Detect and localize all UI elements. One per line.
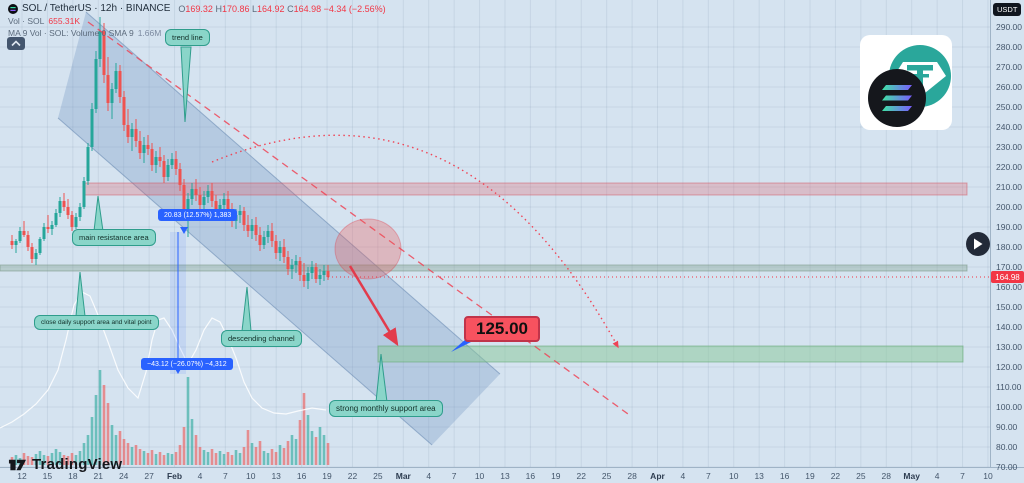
price-tick-label: 270.00 — [996, 62, 1022, 72]
time-tick-label: 15 — [42, 471, 53, 481]
price-range-label-down[interactable]: −43.12 (−26.07%) −4,312 — [141, 358, 233, 370]
time-tick-label: 12 — [17, 471, 27, 481]
time-tick-label: 13 — [500, 471, 510, 481]
tradingview-logo-icon — [8, 459, 27, 471]
open-value: 169.32 — [185, 3, 213, 14]
callout-close-daily-support[interactable]: close daily support area and vital point — [34, 315, 159, 330]
callout-descending-channel[interactable]: descending channel — [221, 330, 302, 347]
price-tick-label: 150.00 — [996, 302, 1022, 312]
price-tick-label: 180.00 — [996, 242, 1022, 252]
price-tick-label: 110.00 — [996, 382, 1022, 392]
time-tick-label: 19 — [322, 471, 332, 481]
time-tick-label: 22 — [347, 471, 358, 481]
time-tick-label: 4 — [680, 471, 686, 481]
time-tick-label: 18 — [68, 471, 78, 481]
time-tick-label: 4 — [197, 471, 203, 481]
time-tick-label: 13 — [754, 471, 764, 481]
callout-main-resistance-area[interactable]: main resistance area — [72, 229, 156, 246]
play-icon — [974, 238, 983, 250]
time-tick-label: 16 — [779, 471, 790, 481]
time-tick-label: 19 — [805, 471, 815, 481]
time-tick-label: 21 — [93, 471, 103, 481]
price-tick-label: 240.00 — [996, 122, 1022, 132]
volume-indicator-label[interactable]: Vol · SOL — [8, 16, 45, 26]
time-tick-label: 19 — [551, 471, 561, 481]
time-tick-label: 22 — [830, 471, 841, 481]
time-tick-label: 24 — [118, 471, 129, 481]
sol-usdt-logo-card — [860, 35, 952, 130]
time-tick-label: 4 — [426, 471, 432, 481]
price-tick-label: 100.00 — [996, 402, 1022, 412]
price-tick-label: 70.00 — [996, 462, 1018, 472]
time-tick-label: 16 — [525, 471, 536, 481]
time-tick-label: 28 — [881, 471, 891, 481]
price-tick-label: 90.00 — [996, 422, 1018, 432]
price-tick-label: 200.00 — [996, 202, 1022, 212]
chart-legend: SOL / TetherUS · 12h · BINANCE O169.32 H… — [8, 3, 386, 38]
ma-value: 1.66M — [137, 28, 162, 38]
chart-canvas[interactable] — [0, 0, 990, 467]
time-tick-label: 7 — [451, 471, 457, 481]
time-tick-label: May — [903, 471, 920, 481]
price-tick-label: 140.00 — [996, 322, 1022, 332]
symbol-title[interactable]: SOL / TetherUS · 12h · BINANCE — [22, 3, 171, 14]
time-tick-label: 25 — [601, 471, 612, 481]
price-tick-label: 290.00 — [996, 22, 1022, 32]
price-axis[interactable]: USDT 290.00 280.00 270.00 260.00 250.00 240.0… — [990, 0, 1024, 472]
callout-trend-line[interactable]: trend line — [165, 29, 210, 46]
price-tick-label: 190.00 — [996, 222, 1022, 232]
time-tick-label: 4 — [934, 471, 940, 481]
last-price-badge: 164.98 — [991, 271, 1024, 284]
volume-value: 655.31K — [48, 16, 81, 26]
time-tick-label: 7 — [960, 471, 965, 481]
time-tick-label: 22 — [576, 471, 586, 481]
play-button[interactable] — [966, 232, 990, 256]
price-tick-label: 250.00 — [996, 102, 1022, 112]
target-price-label[interactable]: 125.00 — [464, 316, 540, 342]
solana-coin-icon — [8, 3, 18, 14]
change-value: −4.34 (−2.56%) — [323, 3, 386, 14]
price-tick-label: 280.00 — [996, 42, 1022, 52]
price-tick-label: 260.00 — [996, 82, 1022, 92]
time-tick-label: 10 — [246, 471, 256, 481]
price-tick-label: 170.00 — [996, 262, 1022, 272]
time-tick-label: 10 — [474, 471, 485, 481]
price-range-label-up[interactable]: 20.83 (12.57%) 1,383 — [158, 209, 238, 221]
callout-strong-monthly-support[interactable]: strong monthly support area — [329, 400, 443, 417]
watermark-text: TradingView — [32, 456, 123, 473]
price-tick-label: 220.00 — [996, 162, 1022, 172]
price-tick-label: 230.00 — [996, 142, 1022, 152]
tradingview-watermark[interactable]: TradingView — [8, 455, 122, 474]
price-tick-label: 210.00 — [996, 182, 1022, 192]
price-tick-label: 160.00 — [996, 282, 1022, 292]
time-tick-label: Apr — [650, 471, 665, 481]
time-tick-label: 7 — [705, 471, 711, 481]
time-tick-label: Feb — [166, 471, 183, 481]
chevron-up-icon — [11, 40, 21, 47]
time-axis[interactable]: 12 15 18 21 24 27 Feb 4 7 10 13 16 19 22 25 Mar 4 7 10 13 16… — [0, 467, 1024, 483]
currency-badge[interactable]: USDT — [993, 3, 1022, 16]
time-tick-label: 13 — [271, 471, 281, 481]
time-tick-label: 10 — [983, 471, 993, 481]
time-tick-label: 25 — [373, 471, 383, 481]
price-tick-label: 130.00 — [996, 342, 1022, 352]
time-tick-label: 27 — [144, 471, 154, 481]
time-tick-label: 16 — [296, 471, 307, 481]
low-value: 164.92 — [257, 3, 285, 14]
time-tick-label: 25 — [856, 471, 866, 481]
legend-collapse-button[interactable] — [7, 37, 25, 50]
ohlc-values: O169.32 H170.86 L164.92 C164.98 −4.34 (−… — [178, 3, 386, 14]
price-tick-label: 80.00 — [996, 442, 1018, 452]
time-tick-label: Mar — [395, 471, 411, 481]
time-tick-label: 10 — [729, 471, 739, 481]
close-value: 164.98 — [293, 3, 322, 14]
high-value: 170.86 — [221, 3, 250, 14]
price-tick-label: 120.00 — [996, 362, 1022, 372]
ma-indicator-label[interactable]: MA 9 Vol · SOL: Volume 0 SMA 9 — [8, 28, 134, 38]
solana-logo-icon — [868, 69, 926, 127]
time-tick-label: 28 — [627, 471, 637, 481]
time-tick-label: 7 — [222, 471, 228, 481]
